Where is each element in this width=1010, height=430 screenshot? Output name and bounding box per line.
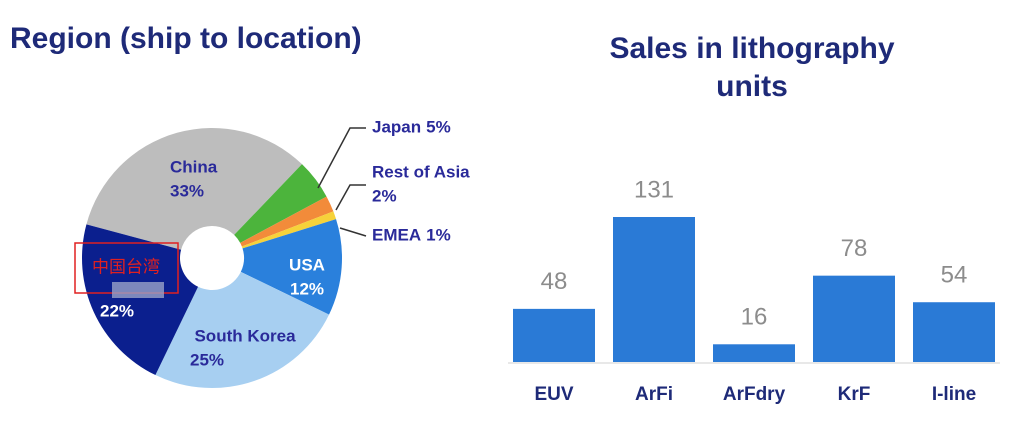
bar [713,344,795,362]
slice-value-label: 25% [190,350,224,369]
slice-label: Rest of Asia [372,162,470,181]
x-tick-label: I-line [932,384,976,405]
slice-label: USA [289,255,325,274]
leader-line [317,127,366,189]
slice-label: 中国台湾 [92,257,160,276]
pie-slice [155,271,330,388]
value-label: 48 [541,268,568,295]
slice-label: China [170,157,218,176]
pie-slice [86,127,302,250]
leader-line [335,184,366,211]
pie-slice [234,164,327,243]
slice-value-label: 1% [426,225,451,244]
pie-slice [241,211,337,249]
x-tick-label: ArFi [635,384,673,405]
slice-label: South Korea [194,326,296,345]
bar [813,275,895,362]
slice-value-label: 2% [372,186,397,205]
leader-line [339,227,367,237]
pie-slice [81,224,199,376]
value-label: 131 [634,176,674,203]
x-tick-label: KrF [838,384,871,405]
value-label: 16 [741,304,768,331]
pie-chart: China 33% Japan 5% Rest of Asia 2% EMEA 1% USA 12… [81,117,470,388]
pie-title: Region (ship to location) [10,22,362,55]
slice-value-label: 33% [170,181,204,200]
slice-value-label: 22% [100,301,134,320]
bar-chart: Sales in lithography units 48 EUV 131 ArFi 16 A… [508,32,1000,405]
x-tick-label: EUV [534,384,573,405]
bar [513,308,595,362]
slice-value-label: 12% [290,279,324,298]
value-label: 78 [841,235,868,262]
bar [613,217,695,362]
slice-label: EMEA [372,225,421,244]
pie-slice [240,219,343,315]
x-tick-label: ArFdry [723,384,786,405]
bar-title: Sales in lithography units [609,32,894,103]
value-label: 54 [941,262,968,289]
blurred-text [112,282,164,298]
bar [913,302,995,362]
pie-slice [240,196,334,247]
slice-label: Japan [372,117,421,136]
slice-value-label: 5% [426,117,451,136]
